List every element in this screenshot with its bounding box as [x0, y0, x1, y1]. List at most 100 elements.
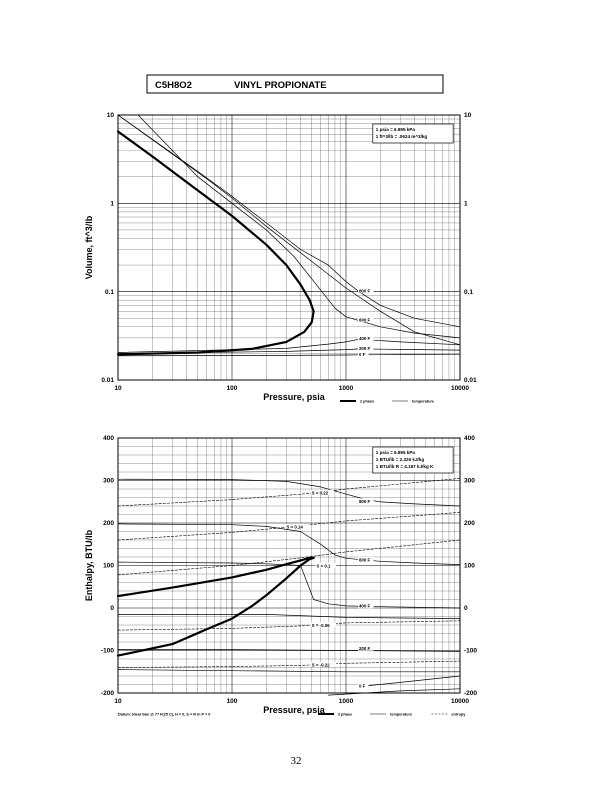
x-tick-label: 1000	[339, 698, 354, 705]
series-line-3	[117, 338, 360, 353]
x-tick-label: 10	[114, 698, 122, 705]
x-tick-label: 10000	[451, 385, 469, 392]
curve-label-background	[315, 562, 336, 568]
series-line-3	[117, 523, 461, 565]
curve-label-background	[357, 556, 374, 562]
y-tick-label-right: 0	[464, 605, 468, 612]
note-line: 1 psia = 6.895 kPa	[376, 450, 416, 455]
curve-label-background	[357, 345, 374, 351]
series-line-8	[358, 320, 461, 339]
series-line-14	[117, 660, 461, 668]
y-tick-label-left: 400	[103, 435, 114, 442]
curve-label: S = -0.06	[312, 623, 330, 628]
series-line-13	[117, 620, 461, 631]
y-tick-label-right: 100	[464, 563, 475, 570]
curve-label-background	[357, 645, 374, 651]
legend-label: temperature	[412, 400, 434, 404]
curve-label: 0 F	[359, 684, 366, 689]
datum-footnote: Datum: Ideal Gas @ 77 F(25 C), H = 0, S …	[118, 713, 210, 717]
y-tick-label-right: 300	[464, 478, 475, 485]
series-line-4	[117, 348, 360, 354]
y-tick-label-left: -200	[101, 690, 114, 697]
curve-label: 400 F	[359, 336, 371, 341]
curve-label: S = 0.22	[312, 490, 329, 495]
curve-label-background	[357, 498, 374, 504]
curve-label-background	[310, 489, 334, 495]
series-line-11	[358, 353, 461, 356]
curve-label-background	[357, 351, 369, 357]
note-line: 1 psia = 6.895 kPa	[376, 127, 416, 132]
curve-label-background	[357, 683, 369, 689]
series-line-6	[117, 114, 461, 346]
y-tick-label-left: 200	[103, 520, 114, 527]
series-line-1	[116, 556, 315, 657]
note-line: 1 BTU/lb R = 4.187 kJ/kg K	[376, 464, 434, 469]
y-tick-label-left: 0.01	[101, 377, 114, 384]
curve-label-background	[357, 288, 374, 294]
header-name: VINYL PROPIONATE	[234, 80, 327, 91]
header-formula: C5H8O2	[155, 80, 192, 91]
x-tick-label: 10000	[451, 698, 469, 705]
curve-label-background	[357, 603, 374, 609]
y-tick-label-right: 1	[464, 201, 468, 208]
y-tick-label-right: -100	[464, 648, 477, 655]
legend-label: entropy	[451, 713, 466, 717]
curve-label: 800 F	[359, 499, 371, 504]
y-axis-title: Enthalpy, BTU/lb	[84, 529, 94, 601]
series-line-0	[116, 130, 315, 356]
series-line-6	[117, 649, 461, 652]
plot-frame	[117, 437, 461, 694]
series-line-5	[117, 354, 360, 357]
y-tick-label-left: 300	[103, 478, 114, 485]
y-tick-label-left: -100	[101, 648, 114, 655]
y-tick-label-left: 10	[107, 112, 115, 119]
curve-label: 200 F	[359, 646, 371, 651]
curve-label: 400 F	[359, 604, 371, 609]
series-line-0	[116, 556, 315, 598]
x-tick-label: 1000	[339, 385, 354, 392]
legend-label: temperature	[390, 713, 412, 717]
x-axis-title: Pressure, psia	[263, 392, 326, 402]
curve-label: 600 F	[359, 557, 371, 562]
x-tick-label: 100	[227, 385, 238, 392]
y-tick-label-right: 0.01	[464, 377, 477, 384]
series-line-5	[117, 614, 461, 619]
notes-box	[372, 446, 454, 474]
notes-box	[372, 123, 454, 144]
x-tick-label: 100	[227, 698, 238, 705]
curve-label-background	[285, 523, 309, 529]
y-tick-label-left: 0.1	[105, 289, 114, 296]
curve-label-background	[357, 317, 374, 323]
series-line-9	[358, 338, 461, 346]
x-axis-title: Pressure, psia	[263, 705, 326, 715]
note-line: 1 BTU/lb = 2.326 kJ/kg	[376, 457, 425, 462]
y-tick-label-left: 0	[110, 605, 114, 612]
note-line: 1 ft^3/lb = .0624 m^3/kg	[376, 134, 428, 139]
legend-label: 2 phase	[338, 713, 352, 717]
y-tick-label-right: 400	[464, 435, 475, 442]
series-line-9	[327, 688, 461, 696]
curve-label-background	[310, 622, 337, 628]
series-line-1	[117, 114, 360, 293]
series-line-2	[117, 478, 461, 507]
series-line-10	[358, 348, 461, 351]
y-tick-label-right: 200	[464, 520, 475, 527]
y-tick-label-left: 100	[103, 563, 114, 570]
series-line-2	[137, 114, 360, 321]
y-axis-title: Volume, ft^3/lb	[84, 215, 94, 279]
series-line-7	[117, 669, 461, 673]
header-box	[146, 74, 444, 94]
series-line-12	[117, 539, 461, 576]
y-tick-label-right: 10	[464, 112, 472, 119]
plot-frame	[117, 114, 461, 381]
page-number: 32	[291, 755, 302, 767]
y-tick-label-right: -200	[464, 690, 477, 697]
series-line-8	[358, 675, 461, 687]
curve-label: S = 0.14	[286, 524, 303, 529]
y-tick-label-right: 0.1	[464, 289, 473, 296]
curve-label: 800 F	[359, 289, 371, 294]
